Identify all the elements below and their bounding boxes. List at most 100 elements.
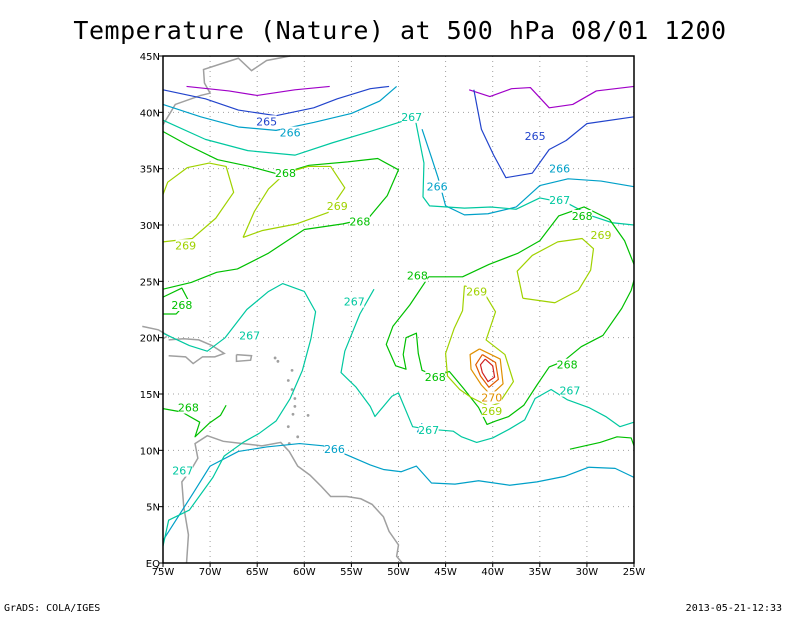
contour-line-267 — [162, 282, 317, 547]
contour-label: 267 — [172, 465, 193, 478]
grid-lines — [163, 56, 634, 563]
contour-line-268 — [569, 436, 635, 450]
contour-label-bg — [171, 298, 192, 311]
island — [306, 414, 310, 417]
contour-line-265 — [473, 89, 635, 179]
contour-line-268 — [428, 206, 635, 278]
x-tick-label: 60W — [293, 567, 316, 578]
y-tick-label: 5N — [146, 503, 160, 514]
island — [293, 404, 297, 408]
contour-label-bg — [256, 115, 277, 128]
island — [293, 397, 297, 400]
coastline-segment — [168, 338, 226, 365]
contour-line-266 — [162, 442, 635, 541]
y-tick-label: EQ — [146, 559, 160, 570]
contour-label: 270 — [481, 391, 502, 404]
contour-line-267 — [340, 288, 635, 444]
contour-label: 269 — [327, 200, 348, 213]
contour-label: 268 — [275, 167, 296, 180]
contour-line-268 — [162, 130, 400, 290]
contour-label: 266 — [324, 443, 345, 456]
contour-line-266 — [421, 129, 635, 216]
contour-label-bg — [401, 110, 422, 123]
contour-label: 267 — [401, 111, 422, 124]
x-tick-label: 55W — [340, 567, 363, 578]
contour-label-bg — [344, 295, 365, 308]
contour-label-bg — [239, 329, 260, 342]
contour-label-bg — [349, 215, 370, 228]
contour-label: 268 — [171, 299, 192, 312]
contour-label: 266 — [549, 163, 570, 176]
y-tick-label: 40N — [140, 108, 160, 119]
contour-line-272 — [479, 358, 496, 383]
contour-label: 265 — [256, 115, 277, 128]
contour-label: 267 — [418, 424, 439, 437]
island — [273, 356, 277, 360]
y-tick-label: 25N — [140, 277, 160, 288]
contour-label-bg — [172, 464, 193, 477]
x-tick-label: 50W — [387, 567, 410, 578]
coastline-segment — [235, 353, 253, 363]
y-tick-label: 15N — [140, 390, 160, 401]
chart-title: Temperature (Nature) at 500 hPa 08/01 12… — [73, 16, 727, 45]
x-tick-label: 65W — [246, 567, 269, 578]
contour-line-264 — [468, 85, 635, 109]
contour-label: 267 — [549, 194, 570, 207]
contour-label: 269 — [591, 229, 612, 242]
y-tick-label: 10N — [140, 446, 160, 457]
contour-label: 268 — [349, 216, 370, 229]
contour-line-269 — [516, 237, 595, 304]
contour-label-bg — [525, 129, 546, 142]
contour-label: 267 — [344, 296, 365, 309]
contour-label: 266 — [427, 181, 448, 194]
x-tick-label: 30W — [576, 567, 599, 578]
footer-software: GrADS: COLA/IGES — [4, 603, 101, 614]
island — [276, 359, 280, 363]
contour-label-bg — [425, 371, 446, 384]
contour-label-bg — [327, 199, 348, 212]
island — [291, 412, 295, 416]
contour-label-bg — [324, 443, 345, 456]
contour-label: 268 — [178, 402, 199, 415]
contour-label: 266 — [280, 127, 301, 140]
contour-label-bg — [418, 424, 439, 437]
x-tick-label: 70W — [199, 567, 222, 578]
y-tick-label: 30N — [140, 221, 160, 232]
contour-line-269 — [162, 162, 235, 243]
island — [290, 388, 294, 391]
contour-label-bg — [178, 401, 199, 414]
contour-label-bg — [549, 162, 570, 175]
contour-label-bg — [481, 404, 502, 417]
contour-label: 268 — [407, 270, 428, 283]
x-tick-label: 45W — [434, 567, 457, 578]
contour-labels: 2652652662662662662672672672672672672672… — [171, 110, 612, 478]
contour-label-bg — [466, 285, 487, 298]
contour-line-266 — [162, 85, 398, 131]
contour-label-bg — [591, 229, 612, 242]
contour-line-264 — [186, 85, 330, 97]
y-tick-label: 35N — [140, 165, 160, 176]
x-tick-label: 35W — [528, 567, 551, 578]
y-tick-label: 20N — [140, 334, 160, 345]
island — [286, 379, 290, 382]
contour-line-268 — [385, 276, 635, 426]
x-tick-label: 40W — [481, 567, 504, 578]
contour-line-269 — [242, 165, 346, 238]
coastline-segment — [162, 55, 291, 126]
axis-ticks: 75W 70W 65W 60W 55W 50W 45W 40W 35W 30W 25W EQ 5N 10N… — [140, 52, 646, 578]
contour-label: 265 — [525, 130, 546, 143]
contour-label-bg — [559, 384, 580, 397]
island — [286, 425, 290, 429]
contour-label: 267 — [559, 385, 580, 398]
x-tick-label: 75W — [152, 567, 175, 578]
contour-label: 269 — [481, 405, 502, 418]
contour-label-bg — [427, 180, 448, 193]
x-tick-label: 25W — [623, 567, 646, 578]
contour-label-bg — [557, 358, 578, 371]
contour-label-bg — [407, 269, 428, 282]
contour-label-bg — [275, 167, 296, 180]
coastline-segment — [181, 434, 403, 564]
contour-label: 267 — [239, 329, 260, 342]
contour-label: 268 — [425, 371, 446, 384]
